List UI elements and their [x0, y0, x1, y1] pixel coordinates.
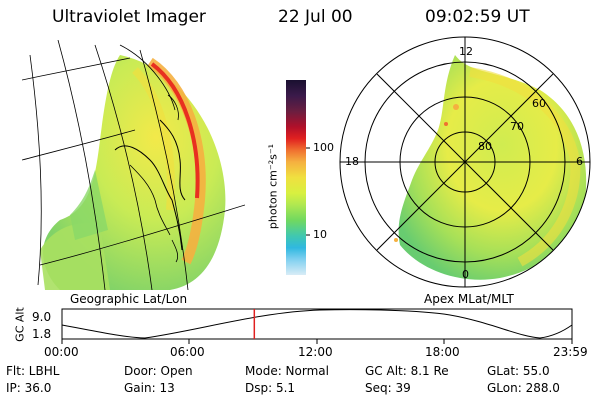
info-seq: Seq: 39	[365, 381, 411, 395]
info-gain: Gain: 13	[124, 381, 175, 395]
mlat-label-80: 80	[478, 140, 492, 153]
mlt-label-0: 0	[462, 268, 469, 281]
geo-panel-caption: Geographic Lat/Lon	[70, 292, 188, 306]
info-flt: Flt: LBHL	[6, 364, 60, 378]
instrument-title: Ultraviolet Imager	[52, 7, 206, 27]
info-glat: GLat: 55.0	[487, 364, 550, 378]
info-door: Door: Open	[124, 364, 193, 378]
mlat-label-70: 70	[510, 120, 524, 133]
time-label: 09:02:59 UT	[425, 7, 530, 27]
info-gc-alt: GC Alt: 8.1 Re	[365, 364, 449, 378]
timeline-x-1: 06:00	[170, 345, 205, 359]
info-glon: GLon: 288.0	[487, 381, 560, 395]
timeline-y-bottom: 1.8	[32, 327, 52, 341]
timeline-y-top: 9.0	[32, 310, 52, 324]
info-dsp: Dsp: 5.1	[245, 381, 296, 395]
polar-panel-caption: Apex MLat/MLT	[424, 292, 514, 306]
timeline-axis-label: GC Alt	[13, 307, 27, 342]
timeline-x-0: 00:00	[44, 345, 79, 359]
info-ip: IP: 36.0	[6, 381, 52, 395]
colorbar	[286, 80, 306, 275]
timeline-x-4: 23:59	[553, 345, 588, 359]
info-mode: Mode: Normal	[245, 364, 329, 378]
colorbar-tick-100: 100	[313, 141, 334, 154]
colorbar-tick-10: 10	[313, 228, 327, 241]
mlt-label-6: 6	[576, 155, 583, 168]
mlt-label-12: 12	[459, 45, 473, 58]
mlt-label-18: 18	[345, 155, 359, 168]
timeline-x-3: 18:00	[425, 345, 460, 359]
date-label: 22 Jul 00	[278, 7, 353, 27]
mlat-label-60: 60	[532, 97, 546, 110]
timeline-x-2: 12:00	[298, 345, 333, 359]
